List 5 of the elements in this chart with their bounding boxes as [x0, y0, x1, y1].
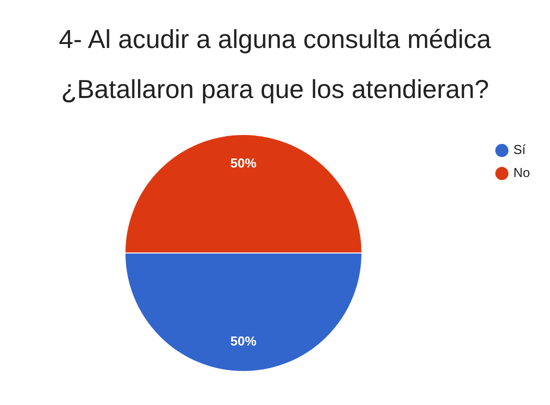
data-label: 50%: [230, 333, 257, 348]
data-label: 50%: [230, 156, 257, 171]
legend-label: No: [513, 165, 530, 180]
legend-label: Sí: [513, 142, 526, 158]
chart-title: 4- Al acudir a alguna consulta médica ¿Batallaron para que los atendieran?: [58, 23, 492, 106]
